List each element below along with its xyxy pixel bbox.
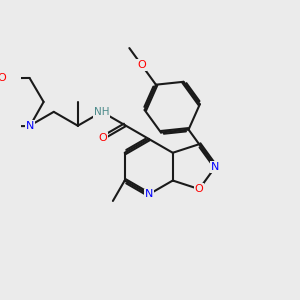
Text: O: O — [0, 73, 6, 83]
Text: O: O — [195, 184, 203, 194]
Text: N: N — [211, 162, 220, 172]
Text: N: N — [145, 189, 153, 200]
Text: O: O — [137, 60, 146, 70]
Text: N: N — [26, 121, 34, 131]
Text: NH: NH — [94, 107, 110, 117]
Text: O: O — [99, 133, 107, 142]
